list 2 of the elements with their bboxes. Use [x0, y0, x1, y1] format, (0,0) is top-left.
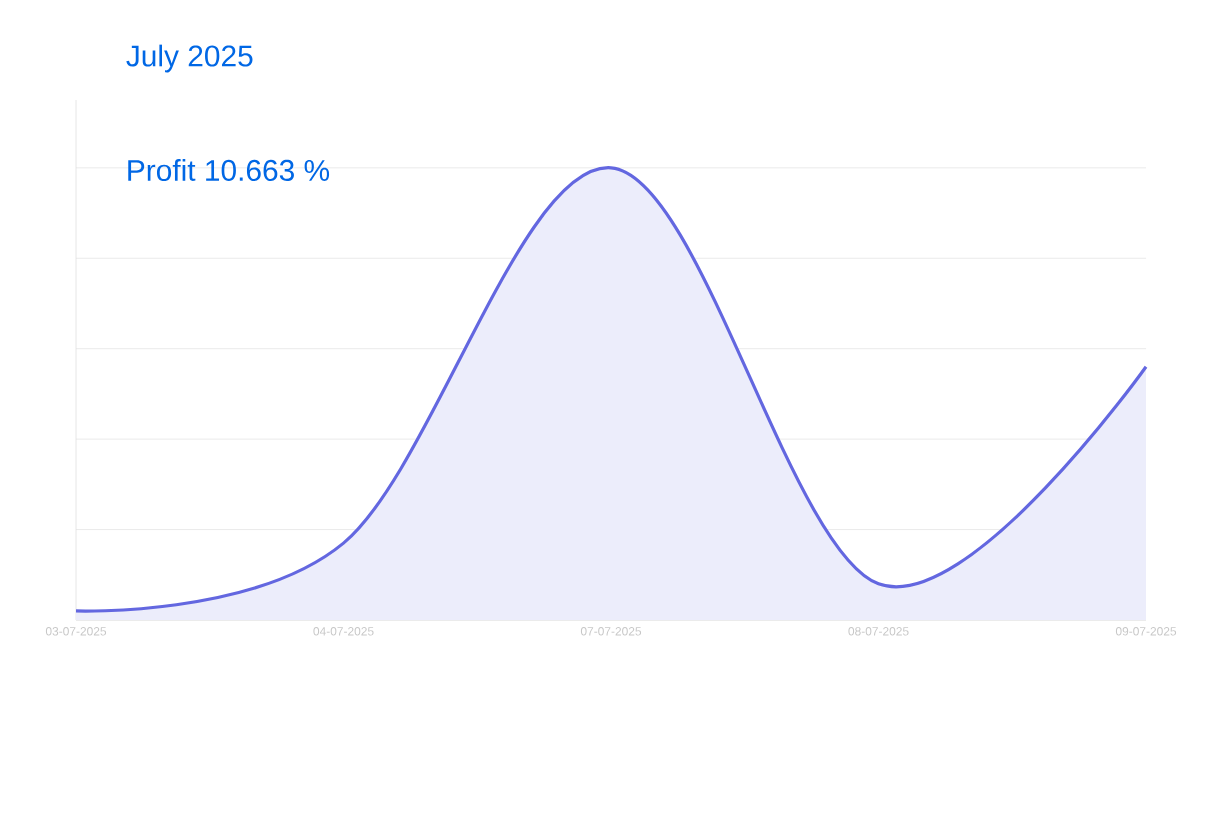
chart-title: July 2025	[126, 44, 253, 73]
chart-subtitle: Profit 10.663 %	[128, 159, 330, 181]
